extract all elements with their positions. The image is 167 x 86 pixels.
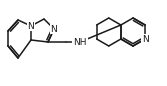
Text: N: N — [142, 34, 148, 44]
Text: N: N — [28, 22, 34, 31]
Text: NH: NH — [73, 37, 87, 47]
Text: N: N — [51, 25, 57, 34]
